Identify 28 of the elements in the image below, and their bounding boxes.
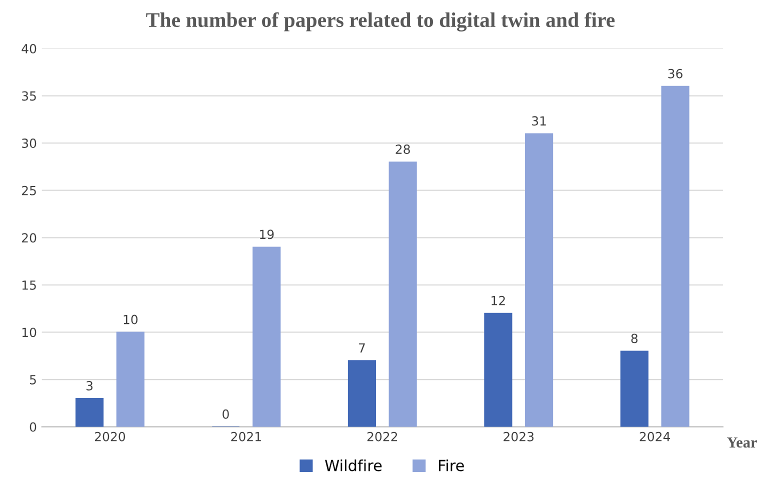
y-tick-label: 10 <box>22 328 36 338</box>
data-label: 7 <box>359 343 365 352</box>
legend-label: Fire <box>438 459 464 472</box>
y-tick-label: 35 <box>22 91 36 101</box>
data-label: 3 <box>86 380 93 390</box>
x-tick-label: 2024 <box>640 432 670 442</box>
data-label: 28 <box>396 144 410 154</box>
x-tick-label: 2020 <box>94 432 126 442</box>
data-label: 8 <box>631 334 638 344</box>
chart-title: The number of papers related to digital twin and fire <box>146 12 615 32</box>
y-tick-label: 0 <box>30 422 36 432</box>
y-tick-label: 5 <box>30 375 36 384</box>
data-label: 12 <box>492 296 505 306</box>
y-tick-label: 40 <box>22 44 36 54</box>
legend-label: Wildfire <box>325 459 382 472</box>
data-label: 0 <box>222 409 229 419</box>
x-tick-label: 2021 <box>231 432 261 442</box>
data-label: 36 <box>668 68 682 78</box>
data-label: 31 <box>532 116 546 126</box>
y-tick-label: 15 <box>22 280 36 290</box>
x-axis-title: Year <box>727 437 757 448</box>
y-tick-label: 25 <box>22 186 36 196</box>
y-tick-label: 20 <box>22 233 36 243</box>
data-label: 19 <box>260 230 274 240</box>
y-tick-label: 30 <box>22 138 36 148</box>
x-tick-label: 2023 <box>504 432 534 442</box>
data-label: 10 <box>124 314 138 324</box>
x-tick-label: 2022 <box>367 432 398 442</box>
